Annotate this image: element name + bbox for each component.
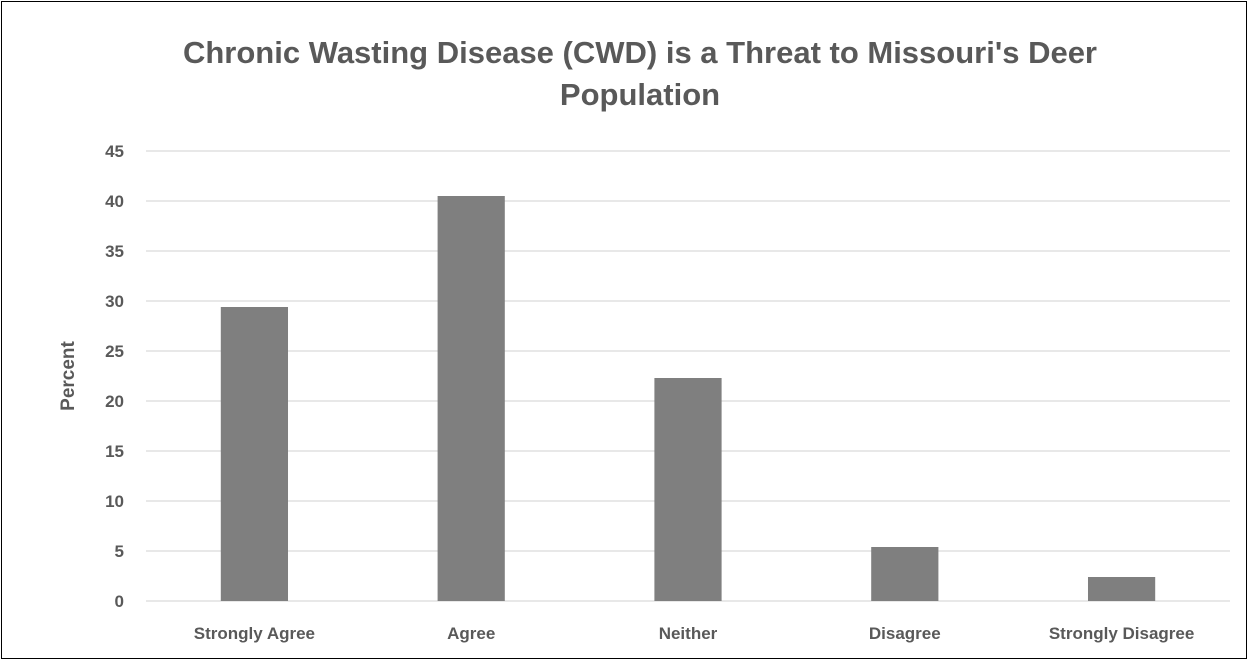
x-tick-label: Disagree: [869, 624, 941, 643]
y-tick-label: 35: [105, 242, 124, 261]
bar-neither: [654, 378, 722, 601]
x-tick-label: Strongly Agree: [194, 624, 315, 643]
bars: [220, 196, 1156, 601]
bar-agree: [437, 196, 505, 601]
y-tick-label: 45: [105, 142, 124, 161]
chart-title: Chronic Wasting Disease (CWD) is a Threa…: [182, 35, 1097, 112]
y-tick-label: 40: [105, 192, 124, 211]
y-tick-label: 15: [105, 442, 124, 461]
y-tick-label: 30: [105, 292, 124, 311]
bar-disagree: [871, 547, 939, 601]
y-axis-tick-labels: 0 5 10 15 20 25 30 35 40 45: [105, 142, 124, 611]
y-tick-label: 10: [105, 492, 124, 511]
y-tick-label: 20: [105, 392, 124, 411]
y-axis-title: Percent: [58, 340, 79, 410]
x-axis-tick-labels: Strongly Agree Agree Neither Disagree Strong…: [194, 624, 1195, 643]
y-tick-label: 5: [115, 542, 124, 561]
y-tick-label: 25: [105, 342, 124, 361]
x-tick-label: Neither: [659, 624, 718, 643]
x-tick-label: Agree: [447, 624, 495, 643]
bar-strongly-disagree: [1087, 577, 1156, 601]
x-tick-label: Strongly Disagree: [1049, 624, 1195, 643]
bar-strongly-agree: [220, 307, 289, 601]
y-tick-label: 0: [115, 592, 124, 611]
